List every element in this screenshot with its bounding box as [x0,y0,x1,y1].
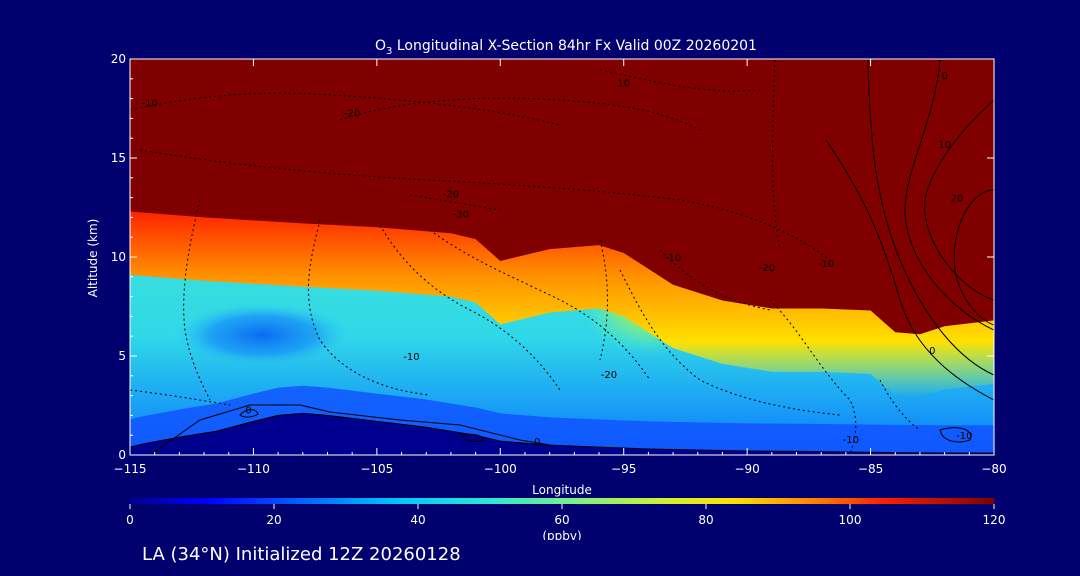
colorbar-gradient [130,498,994,504]
contour-label: -30 [453,209,469,220]
contour-solid [924,99,994,301]
contour-label: -10 [843,435,859,446]
contour-label: 0 [245,405,251,416]
contour-label: -10 [665,253,681,264]
contour-label: 0 [929,346,935,357]
x-tick-label: −115 [114,462,147,476]
contour-dotted [599,239,608,361]
contour-label: 10 [938,140,951,151]
contour-label: 0 [941,71,947,82]
colorbar-tick-label: 20 [266,513,281,527]
contour-lines [130,59,994,455]
contour-solid [825,139,994,401]
contour-dotted [130,92,561,126]
contour-solid [953,189,994,326]
contour-label: -20 [443,190,459,201]
x-tick-label: −95 [611,462,636,476]
contour-dotted [183,199,211,401]
contour-label: -10 [403,352,419,363]
colorbar-tick-label: 120 [983,513,1006,527]
y-tick-label: 10 [111,250,126,264]
terrain [130,413,994,455]
contour-labels: -10 -20 10 0 10 20 -20 -30 -20 -10 -10 -10 -20 0 0 0 -10… [142,71,973,448]
chart-title: O3 Longitudinal X-Section 84hr Fx Valid … [375,38,757,57]
colorbar-ticks: 0 20 40 60 80 100 120 [126,504,1005,527]
colorbar-tick-label: 100 [839,513,862,527]
contour-label: -10 [142,99,158,110]
plot-area: -10 -20 10 0 10 20 -20 -30 -20 -10 -10 -10 -20 0 0 0 -10… [130,59,994,455]
contour-dotted [659,249,771,311]
x-tick-label: −80 [981,462,1006,476]
colorbar-tick-label: 80 [698,513,713,527]
ozone-cross-section-chart: O3 Longitudinal X-Section 84hr Fx Valid … [86,38,1007,540]
contour-solid [149,404,551,455]
contour-solid [867,59,994,376]
contour-label: 20 [951,194,964,205]
contour-dotted [139,149,831,261]
contour-dotted [307,219,431,396]
contour-dotted [879,379,921,431]
contour-label: -20 [759,263,775,274]
y-axis-label: Altitude (km) [86,219,100,298]
contour-label: 0 [534,437,540,448]
contour-label: -10 [956,431,972,442]
colorbar: 0 20 40 60 80 100 120 (ppbv) [126,498,1005,540]
x-tick-label: −100 [484,462,517,476]
colorbar-tick-label: 40 [410,513,425,527]
contour-label: 10 [617,79,630,90]
contour-solid [904,59,994,331]
y-tick-label: 15 [111,151,126,165]
contour-label: -20 [344,108,360,119]
contour-dotted [130,389,231,406]
contour-solid [461,433,484,443]
footer-caption: LA (34°N) Initialized 12Z 20260128 [142,544,461,565]
colorbar-tick-label: 0 [126,513,134,527]
x-axis-label: Longitude [532,483,592,497]
ozone-minimum-region [174,303,350,367]
y-tick-label: 0 [118,448,126,462]
x-axis: −115 −110 −105 −100 −95 −90 −85 −80 [114,59,1007,476]
contour-label: -10 [818,259,834,270]
contour-solid [939,427,972,443]
contour-solid [239,409,259,418]
contour-label: -20 [601,370,617,381]
contour-dotted [379,224,561,391]
x-tick-label: −90 [734,462,759,476]
contour-dotted [339,97,701,131]
terrain-outline [130,412,994,454]
y-tick-label: 20 [111,52,126,66]
contour-dotted [599,69,761,92]
stratospheric-ozone-region [130,59,994,335]
colorbar-units: (ppbv) [542,529,581,540]
colorbar-tick-label: 60 [554,513,569,527]
x-tick-label: −85 [858,462,883,476]
y-axis: 0 5 10 15 20 [111,52,994,462]
contour-dotted [772,59,781,251]
contour-dotted [769,299,857,455]
tropopause-transition-band [130,209,994,398]
contour-dotted [409,194,501,211]
y-tick-label: 5 [118,349,126,363]
x-tick-label: −110 [237,462,270,476]
x-tick-label: −105 [360,462,393,476]
